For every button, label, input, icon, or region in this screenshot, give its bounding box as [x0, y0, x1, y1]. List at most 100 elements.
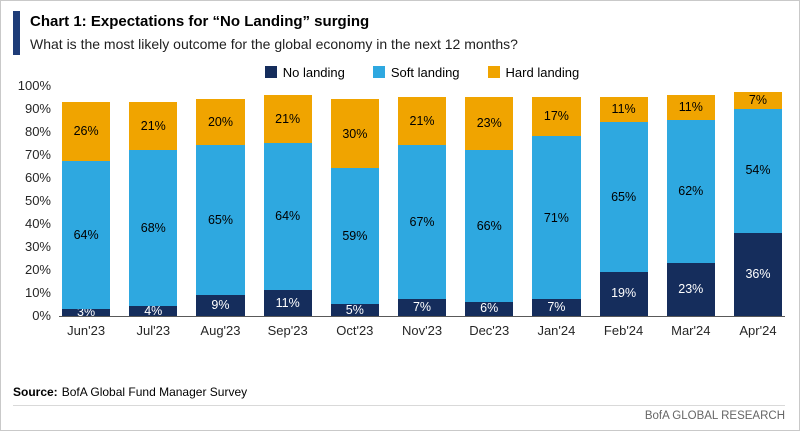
- y-tick-label: 20%: [24, 261, 51, 277]
- chart-title: Chart 1: Expectations for “No Landing” s…: [30, 13, 370, 30]
- bar-segment: 65%: [599, 122, 648, 272]
- bar-value-label: 20%: [207, 115, 233, 130]
- bar-segment: 3%: [62, 304, 111, 319]
- bar-value-label: 3%: [77, 304, 96, 319]
- bar-value-label: 64%: [73, 227, 99, 242]
- bar-segment: 5%: [330, 302, 379, 317]
- brand-text: BofA GLOBAL RESEARCH: [644, 410, 785, 422]
- y-tick-label: 0%: [32, 307, 51, 323]
- bar-value-label: 30%: [342, 126, 368, 141]
- bar-segment: 21%: [397, 97, 447, 146]
- y-tick-label: 70%: [24, 146, 51, 162]
- y-tick-label: 40%: [24, 215, 51, 231]
- chart-legend: No landing Soft landing Hard landing: [59, 65, 785, 80]
- bar-segment: 21%: [263, 94, 312, 144]
- bar-segment: 36%: [733, 232, 783, 316]
- bar-segment: 7%: [733, 92, 783, 109]
- bar-segment: 4%: [129, 303, 178, 318]
- bar-value-label: 19%: [611, 286, 637, 301]
- bar-segment: 54%: [733, 108, 783, 233]
- bar-segment: 21%: [129, 101, 178, 150]
- bar-value-label: 68%: [140, 220, 166, 235]
- bar-segment: 11%: [666, 94, 715, 121]
- bar-segment: 6%: [465, 301, 514, 316]
- bar-value-label: 59%: [342, 228, 368, 243]
- legend-item: Hard landing: [487, 64, 580, 80]
- bar-value-label: 65%: [207, 212, 233, 227]
- bar-column: 7% 67% 21%: [397, 86, 447, 316]
- bar-value-label: 23%: [476, 116, 502, 131]
- x-axis-label: Apr'24: [739, 322, 777, 338]
- bar-value-label: 4%: [144, 303, 163, 318]
- bar-value-label: 67%: [409, 215, 435, 230]
- bar-column: 36% 54% 7%: [733, 86, 783, 316]
- x-axis-label: Jun'23: [67, 322, 106, 338]
- bar-value-label: 17%: [543, 109, 569, 124]
- x-axis-label: Dec'23: [469, 322, 510, 338]
- bar-segment: 67%: [397, 145, 447, 300]
- bar-value-label: 11%: [678, 100, 703, 115]
- bar-column: 3% 64% 26%: [62, 86, 111, 319]
- bar-column: 6% 66% 23%: [465, 86, 514, 316]
- x-axis-label: Jan'24: [537, 322, 576, 338]
- bar-value-label: 54%: [745, 163, 771, 178]
- bar-column: 19% 65% 11%: [599, 86, 648, 316]
- title-block: Chart 1: Expectations for “No Landing” s…: [30, 11, 518, 55]
- y-tick-label: 60%: [24, 169, 51, 185]
- bar-segment: 17%: [532, 97, 581, 137]
- bar-value-label: 11%: [275, 295, 300, 310]
- source-text: BofA Global Fund Manager Survey: [61, 385, 248, 399]
- bar-segment: 11%: [263, 290, 312, 316]
- bar-value-label: 6%: [480, 301, 499, 316]
- brand-row: BofA GLOBAL RESEARCH: [13, 405, 785, 422]
- x-axis-label: Oct'23: [336, 322, 374, 338]
- chart-area: 0% 10% 20% 30% 40% 50% 60% 70% 80% 90% 100% 3% 64% 2…: [13, 78, 785, 338]
- bar-segment: 64%: [263, 143, 312, 291]
- bar-value-label: 7%: [547, 300, 566, 315]
- title-accent-bar: [13, 11, 20, 55]
- bar-segment: 7%: [397, 299, 447, 316]
- bar-segment: 20%: [196, 99, 245, 146]
- bar-value-label: 21%: [409, 113, 435, 128]
- plot-wrap: 3% 64% 26% 4% 68% 21% 9% 65% 20% 11% 64% 21% 5% 59% 30…: [59, 86, 785, 338]
- bar-value-label: 65%: [611, 189, 637, 204]
- bar-segment: 11%: [599, 97, 648, 123]
- x-axis-label: Nov'23: [402, 322, 443, 338]
- bar-value-label: 66%: [476, 218, 502, 233]
- bar-value-label: 26%: [73, 124, 99, 139]
- bar-value-label: 7%: [748, 93, 767, 108]
- x-axis-label: Feb'24: [603, 322, 644, 338]
- source-label: Source:: [13, 385, 58, 399]
- bar-value-label: 5%: [345, 302, 364, 317]
- bar-segment: 68%: [129, 149, 178, 307]
- chart-subtitle: What is the most likely outcome for the …: [30, 35, 518, 52]
- bar-segment: 19%: [599, 271, 648, 316]
- bar-value-label: 11%: [611, 102, 636, 117]
- bar-segment: 71%: [532, 136, 581, 300]
- bar-column: 7% 71% 17%: [532, 86, 581, 316]
- bar-segment: 65%: [196, 145, 245, 295]
- bar-value-label: 21%: [140, 118, 166, 133]
- legend-swatch-icon: [264, 66, 277, 78]
- x-axis-labels: Jun'23 Jul'23 Aug'23 Sep'23 Oct'23 Nov'23 Dec'…: [59, 323, 785, 338]
- legend-label: Hard landing: [505, 64, 580, 80]
- bar-segment: 30%: [330, 99, 379, 169]
- bar-column: 11% 64% 21%: [263, 86, 312, 316]
- bar-column: 4% 68% 21%: [129, 86, 178, 318]
- bar-column: 23% 62% 11%: [666, 86, 715, 316]
- bar-value-label: 23%: [678, 281, 704, 296]
- bar-segment: 23%: [465, 97, 514, 150]
- bar-segment: 66%: [465, 149, 514, 302]
- legend-item: Soft landing: [372, 64, 460, 80]
- bar-value-label: 21%: [275, 111, 301, 126]
- bar-segment: 23%: [666, 262, 715, 316]
- bar-segment: 7%: [532, 299, 581, 316]
- bar-value-label: 36%: [745, 266, 771, 281]
- y-tick-label: 90%: [24, 100, 51, 116]
- legend-swatch-icon: [372, 66, 385, 78]
- x-axis-label: Sep'23: [267, 322, 308, 338]
- bar-segment: 62%: [666, 120, 715, 263]
- y-axis: 0% 10% 20% 30% 40% 50% 60% 70% 80% 90% 100%: [13, 78, 59, 322]
- legend-label: Soft landing: [390, 64, 460, 80]
- y-tick-label: 80%: [24, 123, 51, 139]
